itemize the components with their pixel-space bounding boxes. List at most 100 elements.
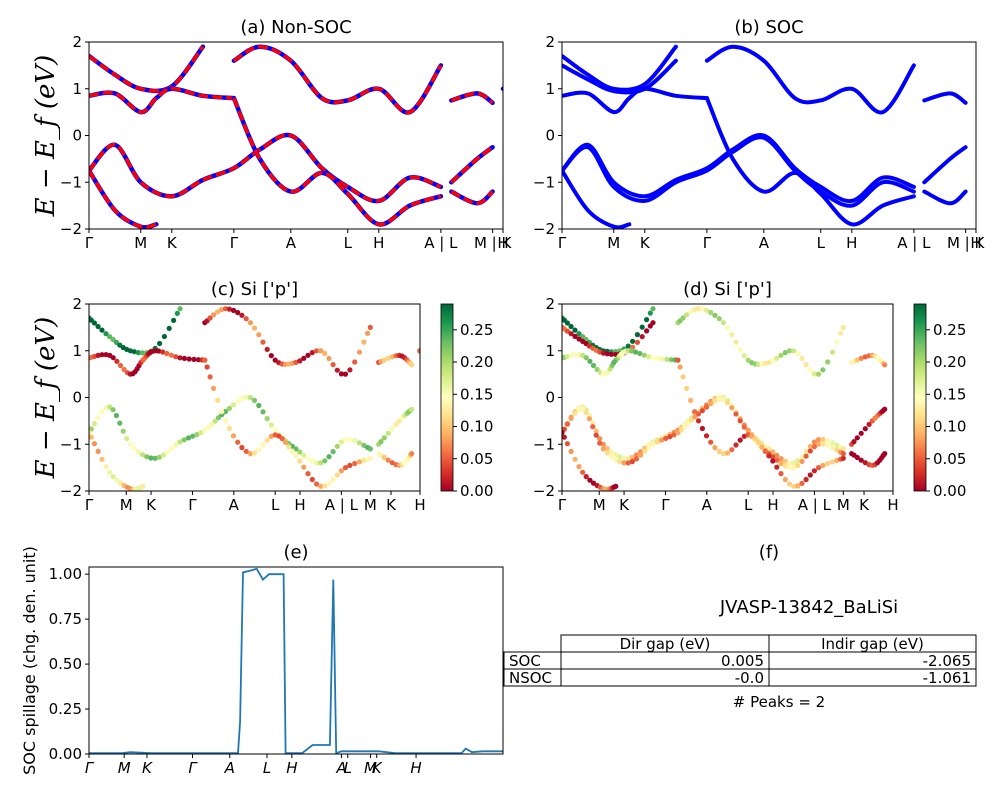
scatter-point-c	[289, 448, 295, 454]
spillage-line	[89, 567, 503, 754]
scatter-point-d	[712, 312, 718, 318]
scatter-point-d	[716, 316, 722, 322]
scatter-point-d	[811, 444, 818, 450]
scatter-point-c	[326, 454, 332, 460]
scatter-point-d	[774, 457, 780, 463]
scatter-point-d	[724, 325, 731, 331]
scatter-point-c	[305, 456, 311, 462]
scatter-point-c	[181, 437, 187, 443]
scatter-point-c	[235, 309, 241, 316]
x-tick-label-b: Γ	[703, 234, 712, 252]
scatter-point-d	[858, 457, 864, 463]
scatter-point-d	[604, 351, 610, 357]
x-tick-label-a: M	[134, 234, 147, 252]
y-tick-label-a: −2	[60, 220, 82, 238]
scatter-point-c	[103, 331, 109, 337]
scatter-point-d	[774, 452, 780, 458]
scatter-point-d	[692, 307, 698, 313]
band-line-a-dashed	[450, 189, 494, 206]
scatter-point-d	[608, 351, 614, 357]
scatter-point-d	[729, 405, 735, 411]
scatter-point-c	[195, 357, 201, 363]
plot-area-d	[562, 306, 888, 491]
scatter-point-c	[260, 442, 266, 448]
scatter-point-d	[737, 418, 743, 424]
y-tick-label-c: −1	[60, 435, 82, 453]
x-tick-label-c: M	[364, 496, 377, 514]
scatter-point-d	[708, 439, 714, 445]
x-tick-label-b: Γ	[558, 234, 567, 252]
scatter-point-d	[791, 348, 797, 354]
scatter-point-c	[99, 352, 105, 358]
x-tick-label-a: L	[344, 234, 353, 252]
scatter-point-c	[239, 444, 245, 451]
colorbar-tick-label-c: 0.15	[460, 385, 493, 403]
scatter-point-d	[815, 441, 822, 447]
scatter-point-d	[782, 458, 788, 464]
scatter-point-d	[829, 440, 836, 446]
band-line-a-dashed	[450, 145, 494, 184]
x-tick-label-a: M | K	[474, 234, 513, 252]
scatter-point-d	[741, 353, 747, 359]
scatter-point-d	[654, 355, 661, 361]
scatter-point-c	[215, 397, 221, 403]
scatter-point-c	[114, 477, 120, 483]
scatter-point-d	[594, 366, 600, 373]
scatter-point-d	[593, 432, 599, 438]
scatter-point-d	[617, 454, 623, 460]
scatter-point-d	[825, 442, 831, 448]
scatter-point-c	[177, 306, 183, 312]
scatter-point-c	[334, 472, 340, 478]
scatter-point-d	[811, 468, 818, 474]
colorbar-tick-label-c: 0.25	[460, 321, 493, 339]
x-tick-label-e: H	[286, 759, 297, 777]
scatter-point-d	[770, 449, 776, 455]
x-tick-label-d: M	[593, 496, 606, 514]
scatter-point-c	[367, 455, 373, 461]
scatter-point-d	[840, 324, 846, 330]
scatter-point-d	[699, 306, 706, 312]
scatter-point-c	[219, 307, 225, 313]
scatter-point-c	[235, 439, 241, 445]
scatter-point-c	[334, 367, 340, 373]
scatter-point-d	[678, 427, 685, 433]
scatter-point-d	[668, 357, 675, 363]
scatter-point-d	[604, 445, 610, 451]
table-cell: -2.065	[923, 652, 971, 670]
scatter-point-d	[720, 320, 727, 326]
scatter-point-c	[168, 352, 174, 358]
scatter-point-c	[381, 454, 387, 461]
scatter-point-c	[313, 460, 320, 466]
scatter-point-d	[778, 460, 784, 466]
scatter-point-d	[695, 306, 702, 312]
scatter-point-d	[675, 357, 681, 363]
scatter-point-d	[633, 452, 640, 458]
scatter-point-c	[230, 433, 237, 439]
scatter-point-d	[621, 455, 627, 461]
scatter-point-c	[95, 352, 101, 358]
scatter-point-c	[207, 315, 213, 321]
x-tick-label-e: K	[142, 759, 153, 777]
scatter-point-c	[157, 340, 163, 347]
scatter-point-d	[854, 454, 860, 461]
scatter-point-c	[207, 374, 213, 380]
scatter-point-d	[755, 439, 762, 445]
scatter-point-d	[625, 343, 631, 349]
scatter-point-c	[226, 306, 232, 312]
x-tick-label-b: L	[817, 234, 826, 252]
scatter-point-c	[239, 395, 245, 402]
scatter-point-c	[297, 458, 303, 464]
scatter-point-d	[791, 483, 797, 489]
scatter-point-c	[330, 362, 336, 368]
scatter-point-d	[795, 462, 801, 469]
scatter-point-c	[181, 355, 187, 361]
scatter-point-d	[684, 312, 690, 318]
y-tick-label-d: 1	[545, 342, 555, 360]
scatter-point-c	[385, 355, 391, 361]
scatter-point-d	[572, 456, 578, 462]
scatter-point-c	[313, 348, 320, 354]
x-tick-label-d: L	[744, 496, 753, 514]
scatter-point-d	[564, 320, 571, 326]
scatter-point-d	[882, 406, 888, 412]
